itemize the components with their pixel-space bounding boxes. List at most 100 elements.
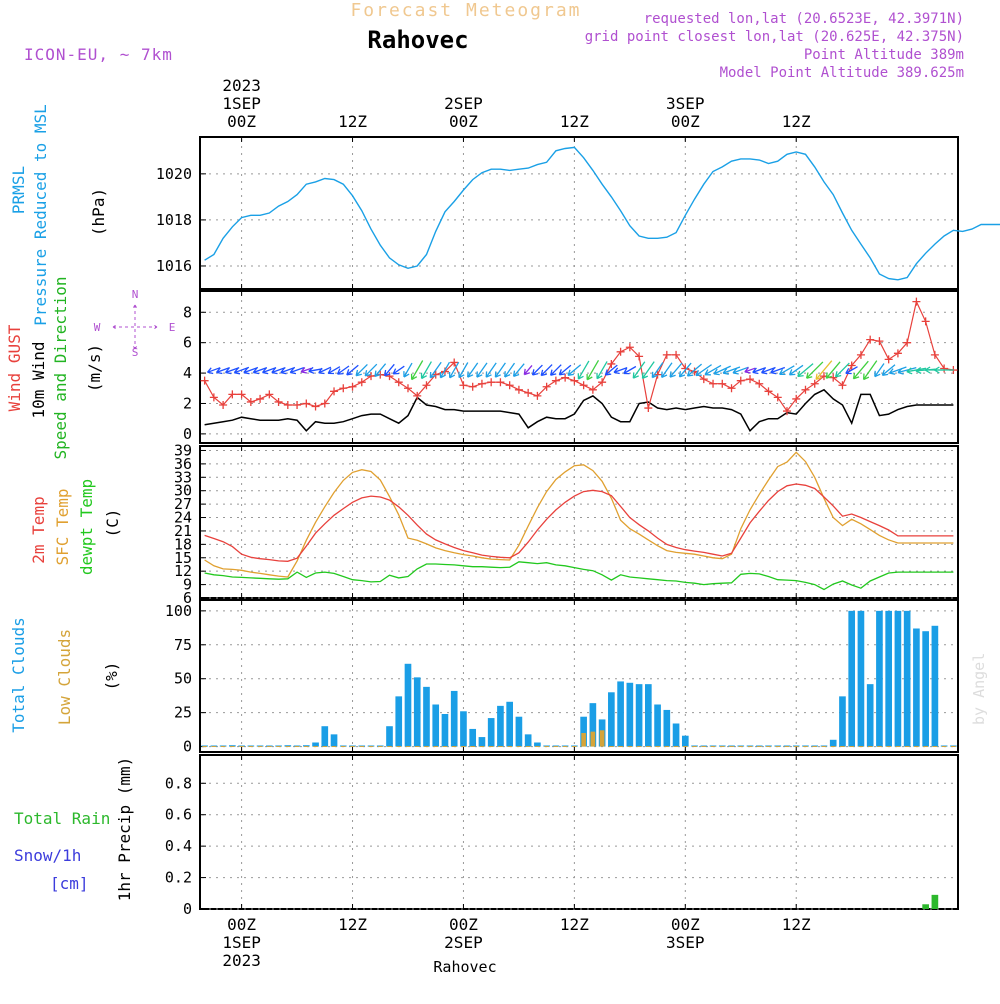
wind-direction-arrow — [678, 362, 692, 378]
temperature-ytick-label: 9 — [183, 576, 192, 594]
wind-gust-marker — [755, 379, 764, 388]
wind-direction-arrow — [834, 362, 850, 378]
low-clouds-bar — [230, 746, 235, 748]
wind-direction-arrow — [695, 364, 712, 377]
top-time-label: 00Z — [227, 112, 256, 131]
wind-direction-arrow — [744, 366, 756, 374]
wind-gust-marker — [450, 358, 459, 367]
wind-direction-arrow — [308, 366, 323, 374]
precip-ytick-label: 0.6 — [165, 806, 192, 824]
wind-gust-marker — [422, 381, 431, 390]
total-clouds-bar — [413, 677, 421, 747]
wind-direction-arrow — [661, 362, 673, 378]
pressure-ylabel: Pressure Reduced to MSL — [31, 104, 50, 326]
wind-gust-marker — [792, 394, 801, 403]
wind-series-wind-gust — [204, 299, 954, 413]
precip-panel-frame — [199, 754, 959, 910]
wind-direction-arrow — [713, 365, 731, 376]
wind-direction-arrow — [355, 363, 368, 377]
wind-gust-marker — [801, 385, 810, 394]
clouds-ytick-label: 75 — [174, 636, 192, 654]
total-clouds-bar — [654, 704, 661, 747]
total-clouds-bar — [330, 734, 338, 747]
wind-gust-marker — [228, 390, 237, 399]
low-clouds-bar — [886, 746, 891, 748]
top-time-label: 12Z — [560, 112, 589, 131]
wind-gust-marker — [764, 387, 773, 396]
low-clouds-bar — [359, 746, 365, 748]
low-clouds-bar — [849, 746, 855, 748]
wind-gust-marker — [246, 397, 255, 406]
low-clouds-bar — [664, 746, 670, 748]
low-clouds-bar — [322, 746, 328, 748]
total-clouds-bar — [839, 696, 846, 747]
wind-direction-arrow — [641, 361, 655, 379]
wind-direction-arrow — [862, 360, 878, 381]
wind-direction-arrow — [467, 362, 479, 378]
wind-gust-marker — [635, 352, 644, 361]
wind-direction-arrow — [531, 364, 543, 376]
wind-direction-arrow — [732, 366, 749, 375]
wind-direction-arrow — [523, 364, 533, 376]
low-clouds-bar — [525, 746, 531, 748]
wind-gust-marker — [348, 382, 357, 391]
total-clouds-bar — [487, 718, 495, 747]
top-time-label: 12Z — [338, 112, 367, 131]
wind-direction-arrow — [206, 367, 221, 375]
wind-panel-frame — [199, 290, 959, 444]
wind-direction-arrow — [897, 366, 917, 375]
top-time-label: 00Z — [449, 112, 478, 131]
low-clouds-bar — [276, 746, 281, 748]
wind-gust-marker — [727, 384, 736, 393]
wind-gust-marker — [293, 401, 302, 409]
total-clouds-bar — [903, 610, 911, 747]
pressure-ytick-label: 1016 — [156, 257, 192, 275]
wind-gust-marker — [884, 355, 893, 364]
low-clouds-bar — [248, 746, 254, 748]
low-clouds-bar — [535, 746, 540, 748]
wind-gust-marker — [219, 401, 228, 409]
wind-direction-arrow — [815, 360, 833, 381]
temperature-ytick-label: 21 — [174, 522, 192, 540]
total-clouds-bar — [885, 610, 892, 747]
low-clouds-bar — [340, 746, 346, 748]
wind-direction-arrow — [243, 366, 259, 375]
wind-ytick-label: 8 — [183, 303, 192, 321]
wind-gust-marker — [237, 390, 246, 399]
total-clouds-bar — [524, 734, 532, 747]
wind-gust-marker — [330, 387, 339, 396]
wind-gust-marker — [875, 337, 884, 346]
low-clouds-bar — [220, 746, 226, 748]
wind-gust-marker — [921, 317, 930, 326]
wind-direction-arrow — [289, 366, 305, 375]
total-clouds-bar — [922, 631, 929, 747]
bottom-time-label: 2SEP — [444, 933, 483, 952]
wind-gust-marker — [209, 393, 218, 402]
panels: 1016 1018 1020 PRMSL Pressure Reduced to MSL… — [5, 76, 1000, 970]
total-clouds-bar — [302, 745, 310, 747]
pressure-ylabel: PRMSL — [9, 166, 28, 214]
wind-direction-arrow — [752, 366, 767, 375]
total-clouds-bar — [423, 686, 430, 747]
wind-direction-arrow — [686, 363, 703, 377]
total-clouds-bar — [395, 696, 403, 747]
bottom-time-label: 12Z — [560, 915, 589, 934]
wind-direction-arrow — [384, 363, 395, 377]
precip-ylabel: 1hr Precip (mm) — [115, 757, 134, 902]
low-clouds-bar — [692, 746, 697, 748]
temperature-series-sfc-temp — [204, 451, 954, 578]
low-clouds-bar — [719, 746, 725, 748]
total-clouds-bar — [645, 684, 652, 747]
low-clouds-bar — [285, 746, 291, 748]
total-clouds-bar — [506, 701, 513, 747]
low-clouds-bar — [303, 746, 309, 748]
low-clouds-ylabel: Low Clouds — [55, 629, 74, 725]
wind-direction-arrow — [586, 359, 600, 381]
low-clouds-bar — [350, 746, 355, 748]
compass-east: E — [169, 321, 176, 334]
wind-direction-arrow — [874, 363, 885, 378]
wind-gust-marker — [403, 384, 412, 393]
bottom-time-label: 3SEP — [666, 933, 705, 952]
wind-direction-ylabel: Speed and Direction — [51, 276, 70, 459]
total-clouds-bar — [617, 681, 624, 747]
